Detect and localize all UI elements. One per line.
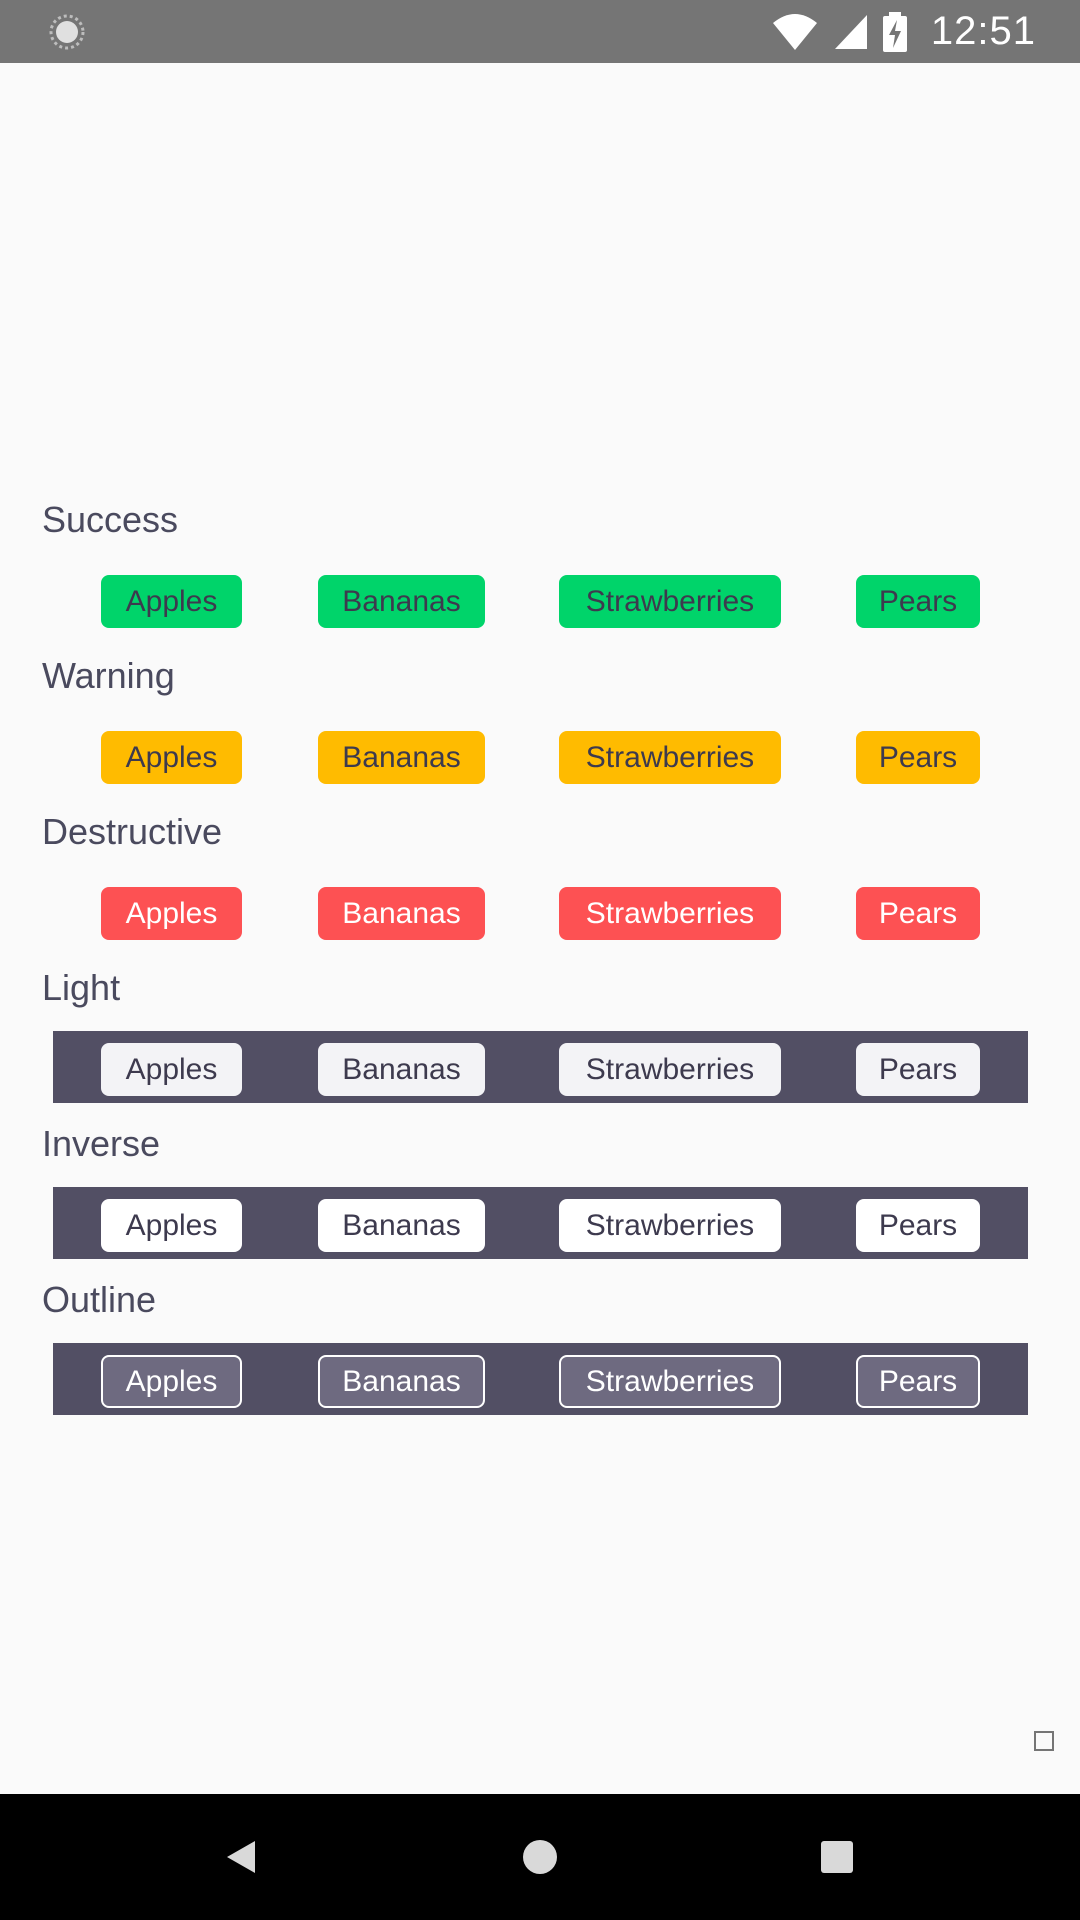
- loading-spinner-icon: [49, 14, 85, 50]
- badge-row-success: Apples Bananas Strawberries Pears: [53, 563, 1028, 635]
- badge-pears: Pears: [856, 1199, 980, 1252]
- badge-apples: Apples: [101, 731, 242, 784]
- badge-row-inverse: Apples Bananas Strawberries Pears: [53, 1187, 1028, 1259]
- section-title-warning: Warning: [42, 655, 175, 696]
- badge-row-destructive: Apples Bananas Strawberries Pears: [53, 875, 1028, 947]
- home-icon: [523, 1840, 557, 1874]
- recents-button[interactable]: [802, 1822, 872, 1892]
- badge-pears: Pears: [856, 1043, 980, 1096]
- badge-apples: Apples: [101, 887, 242, 940]
- badge-pears: Pears: [856, 575, 980, 628]
- corner-square-icon: [1034, 1731, 1054, 1751]
- badge-pears: Pears: [856, 1355, 980, 1408]
- status-right-group: 12:51: [771, 0, 1036, 63]
- badge-apples: Apples: [101, 1043, 242, 1096]
- section-title-destructive: Destructive: [42, 811, 223, 852]
- badge-row-light: Apples Bananas Strawberries Pears: [53, 1031, 1028, 1103]
- back-icon: [227, 1841, 255, 1873]
- badge-bananas: Bananas: [318, 731, 485, 784]
- badge-bananas: Bananas: [318, 1199, 485, 1252]
- badge-strawberries: Strawberries: [559, 575, 781, 628]
- badge-strawberries: Strawberries: [559, 887, 781, 940]
- badge-bananas: Bananas: [318, 887, 485, 940]
- badge-strawberries: Strawberries: [559, 1355, 781, 1408]
- cell-signal-icon: [834, 14, 867, 49]
- badge-row-outline: Apples Bananas Strawberries Pears: [53, 1343, 1028, 1415]
- section-title-success: Success: [42, 499, 179, 540]
- badge-bananas: Bananas: [318, 575, 485, 628]
- back-button[interactable]: [206, 1822, 276, 1892]
- badge-pears: Pears: [856, 731, 980, 784]
- section-title-light: Light: [42, 967, 121, 1008]
- section-title-inverse: Inverse: [42, 1123, 161, 1164]
- badge-apples: Apples: [101, 1355, 242, 1408]
- badge-apples: Apples: [101, 1199, 242, 1252]
- badge-strawberries: Strawberries: [559, 731, 781, 784]
- badge-strawberries: Strawberries: [559, 1199, 781, 1252]
- status-time: 12:51: [930, 9, 1036, 53]
- recents-icon: [821, 1841, 853, 1873]
- badge-strawberries: Strawberries: [559, 1043, 781, 1096]
- badge-row-warning: Apples Bananas Strawberries Pears: [53, 719, 1028, 791]
- badge-apples: Apples: [101, 575, 242, 628]
- battery-charging-icon: [882, 11, 907, 52]
- badge-bananas: Bananas: [318, 1043, 485, 1096]
- wifi-icon: [772, 13, 817, 50]
- status-bar: 12:51: [0, 0, 1080, 63]
- badge-bananas: Bananas: [318, 1355, 485, 1408]
- section-title-outline: Outline: [42, 1279, 157, 1320]
- navigation-bar: [0, 1794, 1080, 1920]
- badge-pears: Pears: [856, 887, 980, 940]
- home-button[interactable]: [505, 1822, 575, 1892]
